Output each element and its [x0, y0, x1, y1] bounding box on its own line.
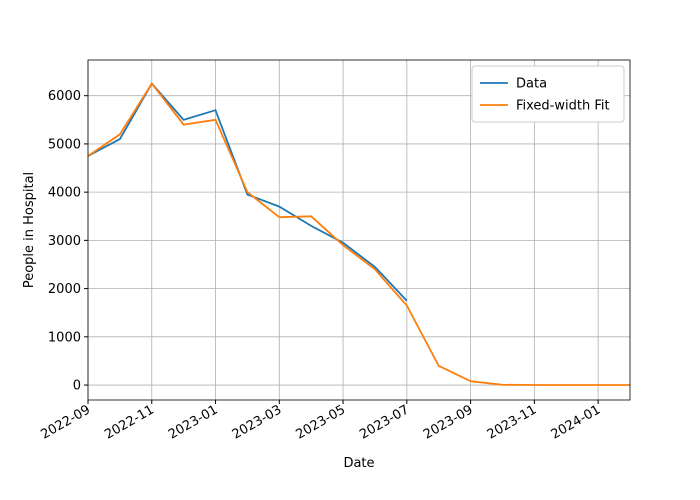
legend-box [471, 65, 625, 123]
x-tick-label: 2024-01 [549, 402, 604, 442]
x-tick-label: 2023-09 [421, 402, 476, 442]
y-tick-label: 1000 [48, 330, 81, 345]
y-tick-label: 3000 [48, 234, 81, 249]
y-tick-label: 0 [73, 379, 81, 394]
legend-label: Data [516, 77, 547, 92]
y-tick-label: 5000 [48, 137, 81, 152]
x-tick-label: 2023-11 [485, 402, 540, 442]
legend-label: Fixed-width Fit [516, 99, 610, 114]
x-tick-label: 2022-09 [38, 402, 93, 442]
x-tick-label: 2023-07 [357, 402, 412, 442]
y-tick-label: 2000 [48, 282, 81, 297]
y-tick-label: 6000 [48, 89, 81, 104]
x-tick-label: 2023-01 [166, 402, 221, 442]
plot-frame [87, 59, 631, 401]
x-tick-label: 2022-11 [102, 402, 157, 442]
y-tick-label: 4000 [48, 186, 81, 201]
x-axis-label: Date [343, 456, 374, 471]
legend: Data Fixed-width Fit [471, 65, 625, 123]
y-axis-label: People in Hospital [22, 172, 37, 288]
x-tick-label: 2023-03 [230, 402, 285, 442]
data-line [87, 82, 630, 386]
x-tick-label: 2023-05 [294, 402, 349, 442]
